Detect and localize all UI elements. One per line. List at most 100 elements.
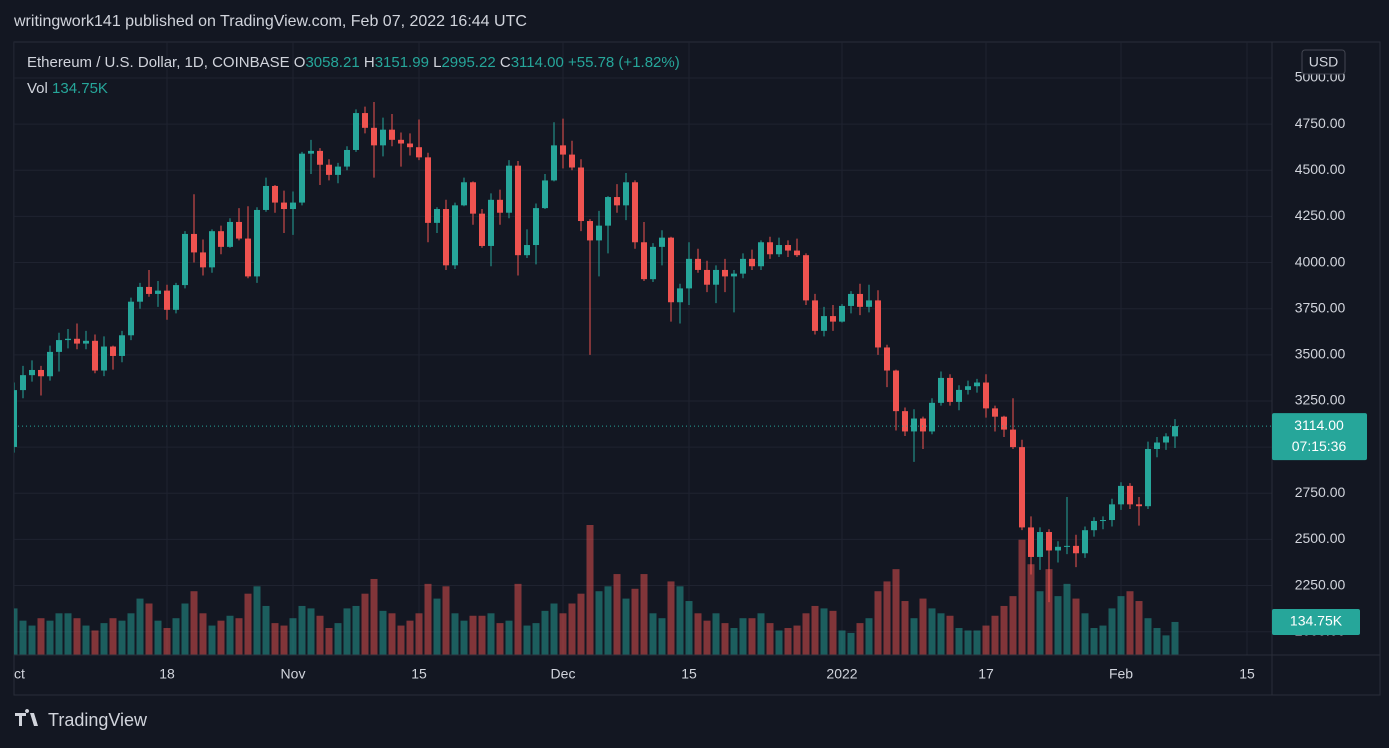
candle-body xyxy=(1136,504,1142,507)
legend-row: Ethereum / U.S. Dollar, 1D, COINBASE O30… xyxy=(27,53,680,73)
volume-bar xyxy=(487,613,495,655)
candle-body xyxy=(245,238,251,277)
volume-bar xyxy=(712,613,720,655)
volume-bar xyxy=(100,623,108,655)
low: 2995.22 xyxy=(441,54,496,71)
candle-body xyxy=(1172,426,1178,437)
volume-bar xyxy=(685,601,693,655)
candle-body xyxy=(902,411,908,432)
candle-body xyxy=(479,213,485,246)
candle-body xyxy=(344,149,350,167)
candle-body xyxy=(884,347,890,371)
high: 3151.99 xyxy=(374,54,429,71)
x-axis: Oct 18 Nov 15 Dec 15 2022 17 Feb 15 xyxy=(14,666,1255,682)
candle-body xyxy=(659,237,665,247)
candle-body xyxy=(200,252,206,268)
volume-bar xyxy=(1036,591,1044,655)
volume-bar xyxy=(109,618,117,655)
price-tag-value: 3114.00 xyxy=(1294,417,1344,433)
volume-bar xyxy=(1072,598,1080,655)
candle-body xyxy=(254,209,260,277)
candle-body xyxy=(1019,447,1025,528)
volume-bar xyxy=(343,608,351,655)
candle-body xyxy=(695,258,701,270)
volume-bar xyxy=(1027,564,1035,655)
candle-body xyxy=(425,157,431,223)
volume-bar xyxy=(541,610,549,655)
candle-body xyxy=(677,288,683,303)
currency-label[interactable]: USD xyxy=(1309,54,1339,70)
volume-bar xyxy=(1000,605,1008,655)
volume-bar xyxy=(1018,539,1026,655)
candle-body xyxy=(974,382,980,387)
brand-name: TradingView xyxy=(48,710,148,730)
symbol: Ethereum / U.S. Dollar, 1D, COINBASE xyxy=(27,54,290,71)
volume-bar xyxy=(1153,628,1161,655)
volume-bar xyxy=(964,630,972,655)
candle-body xyxy=(155,290,161,294)
candle-body xyxy=(578,167,584,222)
candle-body xyxy=(992,408,998,417)
candle-body xyxy=(650,246,656,280)
volume-bar xyxy=(856,623,864,655)
volume-bar xyxy=(928,608,936,655)
candle-body xyxy=(731,273,737,277)
volume-bar xyxy=(406,620,414,655)
volume-bar xyxy=(451,613,459,655)
candle-body xyxy=(416,147,422,158)
candle-body xyxy=(407,143,413,148)
volume-bar xyxy=(640,574,648,655)
volume-bar xyxy=(604,586,612,655)
change: +55.78 (+1.82%) xyxy=(567,54,680,71)
volume-bar xyxy=(244,593,252,655)
candle-body xyxy=(758,242,764,267)
candle-body xyxy=(848,293,854,306)
candle-body xyxy=(830,316,836,322)
candle-body xyxy=(1145,448,1151,507)
volume-bar xyxy=(1063,583,1071,655)
candle-body xyxy=(803,255,809,301)
volume-bar xyxy=(667,581,675,655)
volume-bar xyxy=(154,620,162,655)
candle-body xyxy=(128,301,134,336)
candle-body xyxy=(137,286,143,302)
volume-bar xyxy=(721,623,729,655)
candle-body xyxy=(227,221,233,247)
candle-body xyxy=(74,338,80,344)
volume-bar xyxy=(181,603,189,655)
candle-body xyxy=(614,197,620,206)
volume-bar xyxy=(37,618,45,655)
grid xyxy=(14,42,1272,655)
volume-bar xyxy=(1081,613,1089,655)
candle-body xyxy=(1064,545,1070,547)
candle-body xyxy=(146,286,152,294)
volume-bar xyxy=(82,625,90,655)
volume-bar xyxy=(811,605,819,655)
c-label: C xyxy=(499,54,511,71)
candle-body xyxy=(353,113,359,150)
currency-button[interactable] xyxy=(1301,49,1346,75)
volume-bar xyxy=(118,620,126,655)
candle-body xyxy=(83,340,89,344)
candle-body xyxy=(605,197,611,226)
volume-bar xyxy=(883,581,891,655)
candle-body xyxy=(587,221,593,241)
volume-bar xyxy=(370,578,378,655)
volume-bar xyxy=(1099,625,1107,655)
volume-bar xyxy=(334,623,342,655)
volume-bar xyxy=(802,613,810,655)
volume-bar xyxy=(775,630,783,655)
candle-body xyxy=(65,338,71,341)
candle-body xyxy=(866,300,872,307)
y-tick-label: 4500.00 xyxy=(1295,161,1346,177)
candle-body xyxy=(812,300,818,331)
volume-bar xyxy=(379,610,387,655)
candle-body xyxy=(938,377,944,403)
candle-body xyxy=(317,150,323,165)
candle-body xyxy=(1046,532,1052,551)
volume-tag-value: 134.75K xyxy=(1290,613,1343,629)
volume-bar xyxy=(901,601,909,655)
volume-bar xyxy=(235,618,243,655)
